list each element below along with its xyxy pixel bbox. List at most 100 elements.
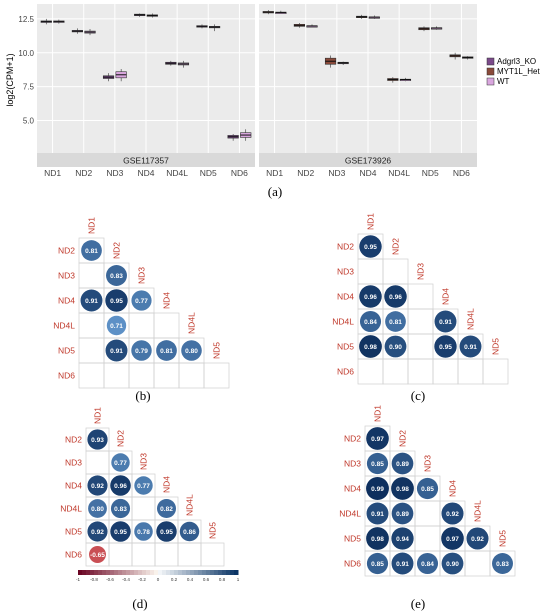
row-label: ND2 <box>58 246 75 256</box>
correlation-value: 0.92 <box>91 529 104 536</box>
correlation-circle <box>391 502 414 525</box>
correlation-circle <box>359 310 382 333</box>
matrix-cell <box>177 542 202 567</box>
colorbar-segment <box>134 570 139 575</box>
colorbar-segment <box>190 570 195 575</box>
column-label: ND4 <box>162 292 172 309</box>
correlation-circle <box>384 285 407 308</box>
correlation-value: 0.98 <box>396 486 409 493</box>
correlation-value: 0.79 <box>135 348 148 355</box>
correlation-circle <box>134 476 153 495</box>
row-label: ND3 <box>65 458 82 468</box>
correlation-value: 0.80 <box>185 348 198 355</box>
colorbar-segment <box>174 570 179 575</box>
correlation-value: 0.91 <box>371 511 384 518</box>
column-label: ND5 <box>498 530 508 547</box>
correlation-circle <box>366 502 389 525</box>
x-tick-label: ND5 <box>422 168 439 178</box>
row-label: ND5 <box>337 342 354 352</box>
colorbar-segment <box>130 570 135 575</box>
y-axis-label: log2(CPM+1) <box>5 53 15 106</box>
matrix-cell <box>357 258 384 285</box>
correlation-circle <box>391 552 414 575</box>
column-label: ND5 <box>212 342 222 359</box>
row-label: ND6 <box>65 550 82 560</box>
column-label: ND4 <box>448 480 458 497</box>
correlation-circle <box>156 340 177 361</box>
correlation-value: 0.95 <box>160 529 173 536</box>
row-label: ND6 <box>344 559 361 569</box>
matrix-cell <box>414 500 441 527</box>
colorbar-segment <box>110 570 115 575</box>
correlation-circle <box>131 340 152 361</box>
column-label: ND3 <box>139 453 149 470</box>
x-tick-label: ND1 <box>44 168 61 178</box>
x-tick-label: ND4 <box>359 168 376 178</box>
colorbar-tick-label: -0.8 <box>90 577 98 582</box>
matrix-cell <box>407 283 434 310</box>
colorbar-segment <box>138 570 143 575</box>
correlation-value: 0.94 <box>396 536 409 543</box>
legend-entry: WT <box>497 77 510 86</box>
row-label: ND4 <box>58 296 75 306</box>
colorbar-tick-label: 0.6 <box>203 577 210 582</box>
correlation-value: 0.85 <box>371 461 384 468</box>
correlation-circle <box>391 477 414 500</box>
legend-swatch <box>486 67 495 76</box>
correlation-value: -0.65 <box>90 552 105 559</box>
colorbar-segment <box>234 570 239 575</box>
y-tick-label: 10.0 <box>18 49 34 58</box>
column-label: ND4L <box>185 494 195 516</box>
column-label: ND4L <box>473 500 483 522</box>
correlation-circle <box>359 235 382 258</box>
matrix-cell <box>178 362 205 389</box>
column-label: ND2 <box>112 242 122 259</box>
colorbar-segment <box>226 570 231 575</box>
x-tick-label: ND3 <box>106 168 123 178</box>
correlation-circle <box>359 335 382 358</box>
correlation-matrix-d: ND2 ND3 ND4 ND4L ND5 ND6 ND1 ND2 ND3 ND4 ND4L ND5 0.… <box>60 407 240 582</box>
correlation-circle <box>106 265 127 286</box>
correlation-matrix-c: ND2 ND3 ND4 ND4L ND5 ND6 ND1 ND2 ND3 ND4 ND4L ND5 0.… <box>332 213 509 385</box>
correlation-circle <box>366 452 389 475</box>
legend-entry: Adgrl3_KO <box>497 57 536 66</box>
colorbar-segment <box>170 570 175 575</box>
facet-strip-label: GSE117357 <box>123 156 169 166</box>
x-tick-label: ND2 <box>297 168 314 178</box>
column-label: ND2 <box>391 238 401 255</box>
matrix-cell <box>78 362 105 389</box>
colorbar-segment <box>82 570 87 575</box>
column-label: ND1 <box>93 407 103 424</box>
correlation-value: 0.91 <box>85 298 98 305</box>
colorbar-tick-label: 1 <box>237 577 240 582</box>
matrix-cell <box>482 358 509 385</box>
correlation-circle <box>466 527 489 550</box>
correlation-value: 0.93 <box>91 437 104 444</box>
legend-entry: MYT1L_Het <box>497 67 540 76</box>
correlation-circle <box>366 477 389 500</box>
matrix-cell <box>464 550 491 577</box>
colorbar-segment <box>78 570 83 575</box>
correlation-value: 0.85 <box>371 561 384 568</box>
correlation-value: 0.89 <box>396 511 409 518</box>
correlation-circle <box>134 522 153 541</box>
matrix-cell <box>78 312 105 339</box>
colorbar-segment <box>222 570 227 575</box>
correlation-circle <box>156 521 177 542</box>
column-label: ND3 <box>423 455 433 472</box>
matrix-cell <box>414 525 441 552</box>
matrix-cell <box>154 542 179 567</box>
correlation-circle <box>366 427 389 450</box>
row-label: ND4 <box>65 481 82 491</box>
column-label: ND5 <box>491 338 501 355</box>
matrix-cell <box>382 358 409 385</box>
colorbar-segment <box>178 570 183 575</box>
correlation-value: 0.99 <box>371 486 384 493</box>
matrix-cell <box>203 362 230 389</box>
colorbar-segment <box>230 570 235 575</box>
correlation-value: 0.89 <box>396 461 409 468</box>
correlation-value: 0.92 <box>471 536 484 543</box>
matrix-cell <box>128 312 155 339</box>
correlation-value: 0.96 <box>389 294 402 301</box>
correlation-value: 0.91 <box>110 348 123 355</box>
